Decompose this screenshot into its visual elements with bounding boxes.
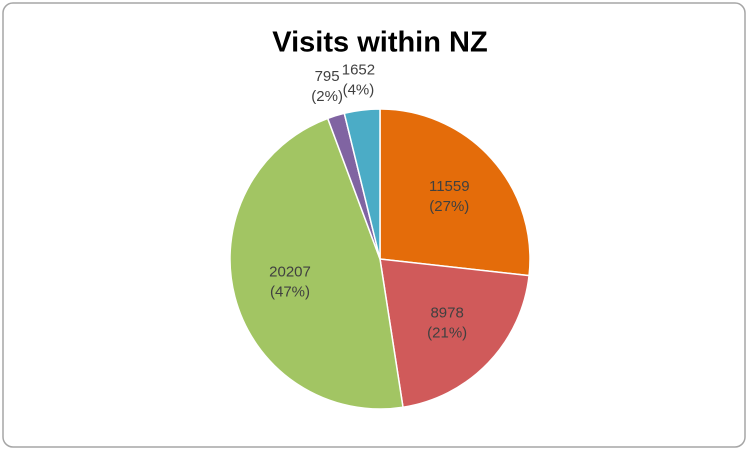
data-label: (47%) <box>270 283 310 300</box>
chart-title: Visits within NZ <box>272 27 487 59</box>
pie-slice <box>379 258 530 409</box>
data-label: 20207 <box>269 263 311 280</box>
data-label: (4%) <box>343 81 375 98</box>
data-label: (27%) <box>429 198 469 215</box>
data-label: 1652 <box>342 61 375 78</box>
data-label: 795 <box>315 68 340 85</box>
pie-slice <box>379 108 531 277</box>
data-label: (21%) <box>427 324 467 341</box>
data-label: 8978 <box>430 304 463 321</box>
data-label: (2%) <box>311 88 343 105</box>
pie-slice <box>343 108 381 260</box>
pie-slice <box>229 117 404 410</box>
data-label: 11559 <box>429 178 470 195</box>
